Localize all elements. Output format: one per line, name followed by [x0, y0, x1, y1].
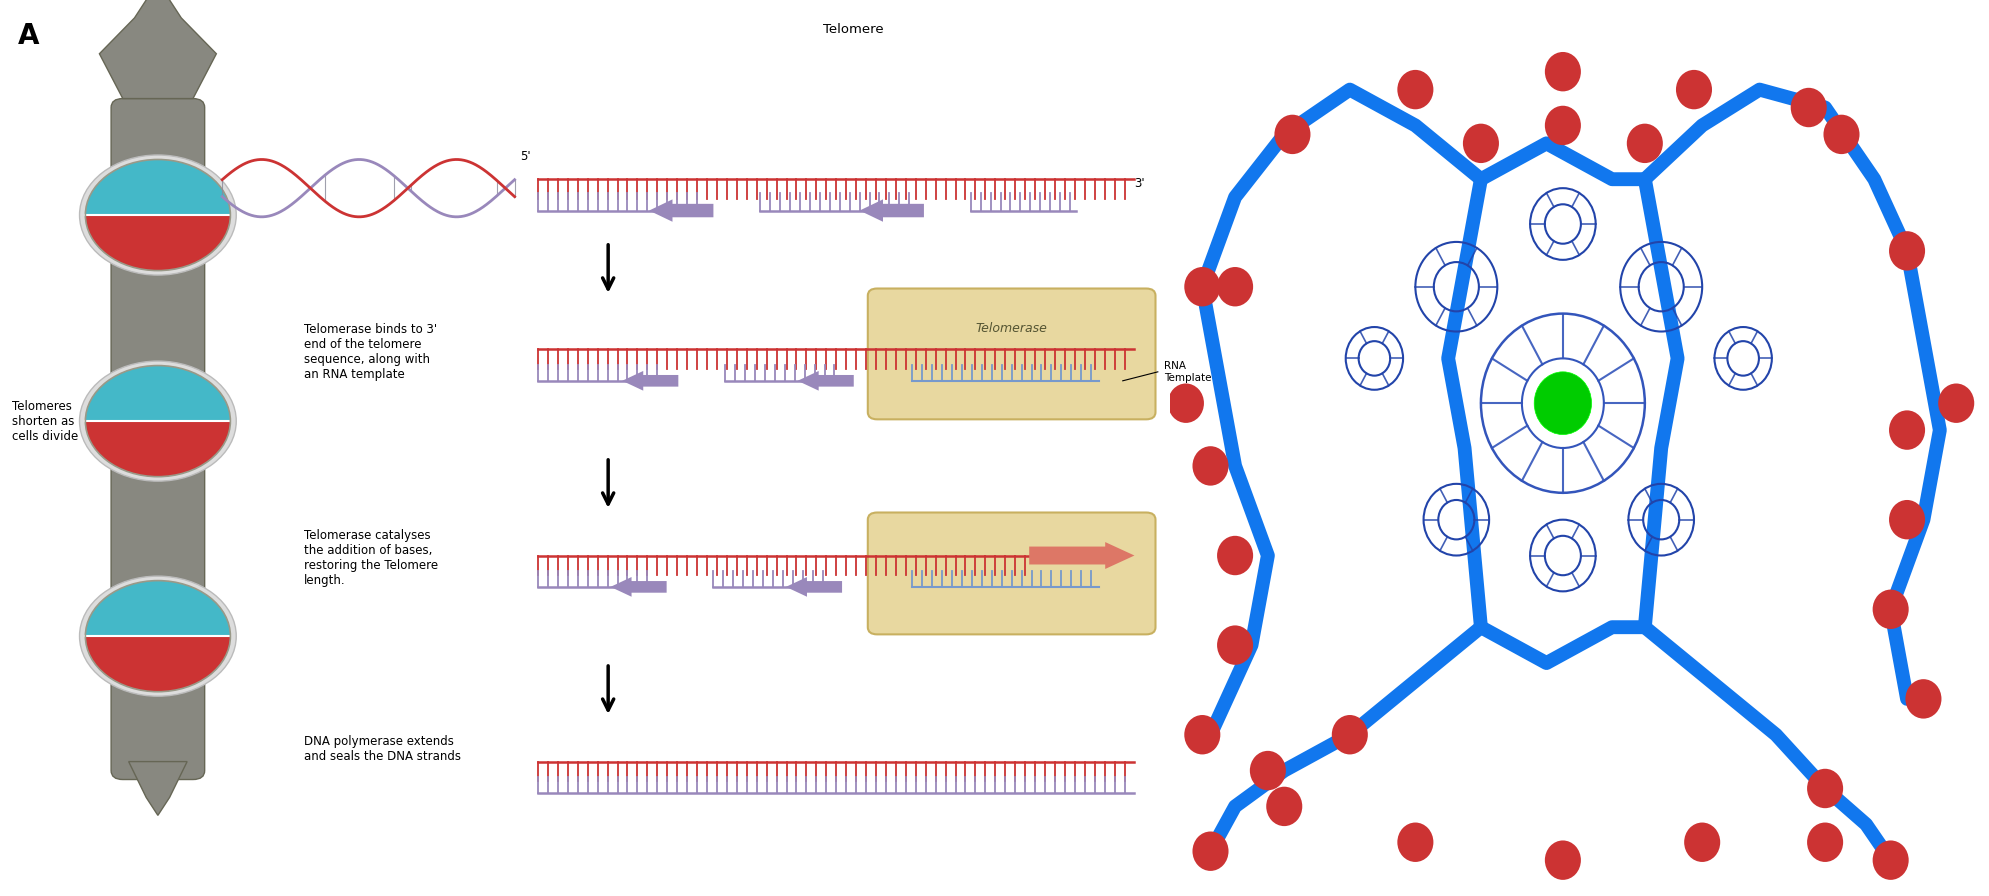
Circle shape [1790, 88, 1826, 127]
Polygon shape [99, 0, 217, 99]
Circle shape [1217, 625, 1253, 665]
FancyArrow shape [859, 199, 925, 222]
Circle shape [1808, 769, 1844, 808]
Circle shape [1937, 383, 1975, 423]
Circle shape [1685, 823, 1720, 862]
Circle shape [1183, 267, 1221, 306]
Circle shape [1183, 715, 1221, 754]
Text: 3': 3' [1138, 343, 1148, 356]
Wedge shape [86, 636, 231, 692]
Text: B: B [1193, 27, 1215, 55]
Circle shape [1398, 70, 1434, 109]
Text: Telomere: Telomere [823, 22, 883, 36]
Circle shape [1890, 500, 1925, 539]
Polygon shape [129, 762, 187, 815]
Circle shape [1872, 840, 1909, 880]
Circle shape [1677, 70, 1713, 109]
Text: 3': 3' [1134, 177, 1146, 190]
Circle shape [1275, 115, 1311, 154]
FancyArrow shape [611, 577, 666, 597]
Wedge shape [86, 421, 231, 477]
Text: Telomeres
shorten as
cells divide: Telomeres shorten as cells divide [12, 400, 78, 443]
Circle shape [1267, 787, 1303, 826]
Circle shape [1462, 124, 1500, 163]
Text: Telomerase catalyses
the addition of bases,
restoring the Telomere
length.: Telomerase catalyses the addition of bas… [304, 529, 438, 587]
FancyBboxPatch shape [867, 513, 1156, 634]
Circle shape [1249, 751, 1287, 790]
Circle shape [1545, 840, 1581, 880]
FancyBboxPatch shape [111, 99, 205, 780]
Text: Telomerase: Telomerase [977, 322, 1048, 335]
Circle shape [80, 155, 237, 275]
Circle shape [1824, 115, 1860, 154]
Circle shape [1168, 383, 1203, 423]
Wedge shape [86, 215, 231, 271]
Circle shape [1872, 590, 1909, 629]
FancyArrow shape [1028, 542, 1134, 569]
Circle shape [1627, 124, 1663, 163]
Text: DNA polymerase extends
and seals the DNA strands: DNA polymerase extends and seals the DNA… [304, 735, 461, 762]
FancyArrow shape [786, 577, 841, 597]
Text: Telomerase binds to 3'
end of the telomere
sequence, along with
an RNA template: Telomerase binds to 3' end of the telome… [304, 323, 438, 381]
Circle shape [1808, 823, 1844, 862]
Circle shape [1217, 536, 1253, 575]
FancyArrow shape [648, 199, 714, 222]
Circle shape [1545, 106, 1581, 145]
Circle shape [1398, 823, 1434, 862]
Circle shape [1534, 372, 1591, 435]
Circle shape [1333, 715, 1368, 754]
FancyArrow shape [623, 371, 678, 391]
Circle shape [80, 361, 237, 481]
Circle shape [1193, 446, 1229, 486]
Text: RNA
Template: RNA Template [1164, 361, 1211, 383]
Wedge shape [86, 366, 231, 421]
Circle shape [1545, 52, 1581, 91]
Circle shape [80, 576, 237, 696]
Circle shape [1193, 831, 1229, 871]
Wedge shape [86, 159, 231, 215]
Circle shape [1217, 267, 1253, 306]
Circle shape [1905, 679, 1941, 719]
Text: 5': 5' [521, 151, 531, 163]
FancyBboxPatch shape [867, 289, 1156, 419]
FancyArrow shape [798, 371, 853, 391]
Wedge shape [86, 581, 231, 636]
Circle shape [1890, 231, 1925, 271]
Text: A: A [18, 22, 40, 50]
Circle shape [1890, 410, 1925, 450]
